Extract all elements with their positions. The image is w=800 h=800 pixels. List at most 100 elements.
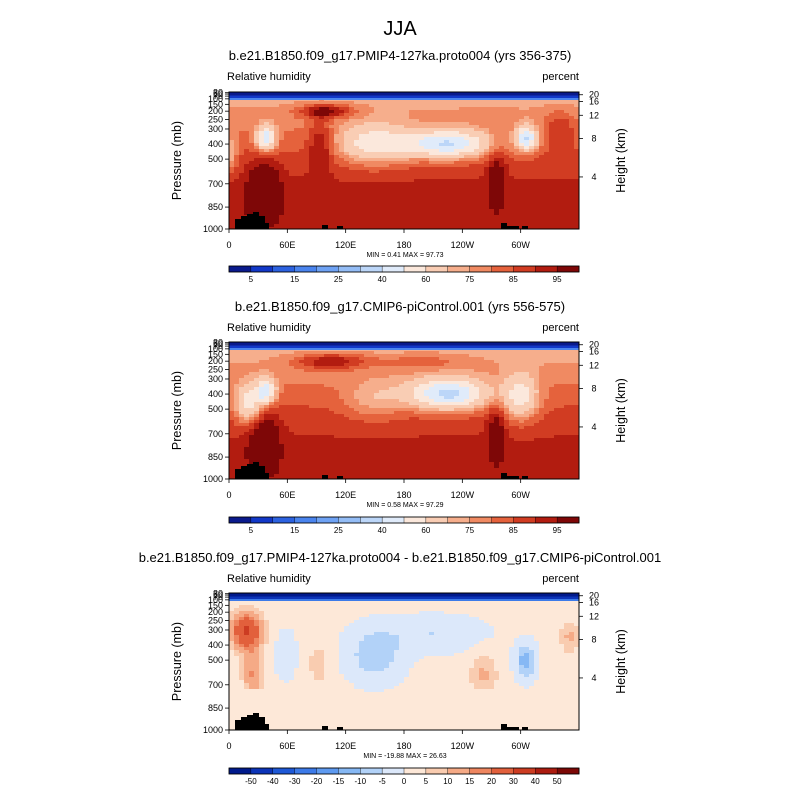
heatmap-cell <box>324 659 340 663</box>
heatmap-cell <box>254 405 260 409</box>
height-tick-label: 16 <box>589 97 599 107</box>
heatmap-cell <box>259 134 265 138</box>
heatmap-cell <box>369 378 415 382</box>
heatmap-cell <box>339 665 360 669</box>
heatmap-cell <box>314 119 330 123</box>
heatmap-cell <box>399 399 420 403</box>
heatmap-cell <box>564 647 575 651</box>
colorbar-swatch <box>294 265 317 273</box>
heatmap-cell <box>364 420 390 424</box>
heatmap-cell <box>239 605 255 609</box>
heatmap-cell <box>514 158 535 162</box>
height-tick-label: 4 <box>591 172 596 182</box>
colorbar-label: 15 <box>465 777 474 786</box>
heatmap-cell <box>524 426 579 430</box>
heatmap-cell <box>279 459 490 463</box>
heatmap-cell <box>454 149 475 153</box>
heatmap-cell <box>284 134 310 138</box>
heatmap-cell <box>364 149 440 153</box>
heatmap-cell <box>304 363 315 367</box>
heatmap-cell <box>539 149 550 153</box>
heatmap-cell <box>434 384 460 388</box>
heatmap-cell <box>254 429 280 433</box>
heatmap-cell <box>489 149 495 153</box>
heatmap-cell <box>544 137 550 141</box>
heatmap-cell <box>279 417 350 421</box>
heatmap-cell <box>249 137 255 141</box>
heatmap-cell <box>559 632 570 636</box>
heatmap-cell <box>324 140 330 144</box>
chart-panel-3: b.e21.B1850.f09_g17.PMIP4-127ka.proto004… <box>139 550 662 786</box>
heatmap-cell <box>414 378 480 382</box>
heatmap-cell <box>339 149 345 153</box>
colorbar-swatch <box>338 767 361 775</box>
heatmap-cell <box>274 393 280 397</box>
heatmap-cell <box>229 125 255 129</box>
units-label: percent <box>542 71 579 83</box>
heatmap-cell <box>304 354 325 358</box>
heatmap-cell <box>239 137 250 141</box>
heatmap-cell <box>534 387 540 391</box>
heatmap-cell <box>264 629 270 633</box>
heatmap-cell <box>499 462 579 466</box>
heatmap-cell <box>274 390 280 394</box>
heatmap-cell <box>244 456 285 460</box>
topography-bar <box>522 476 528 479</box>
heatmap-cell <box>549 146 575 150</box>
heatmap-cell <box>229 104 280 108</box>
heatmap-cell <box>499 420 505 424</box>
x-tick-label: 60W <box>511 490 530 500</box>
heatmap-cell <box>454 408 475 412</box>
heatmap-cell <box>294 113 305 117</box>
heatmap-cell <box>229 659 240 663</box>
heatmap-cell <box>229 408 235 412</box>
heatmap-cell <box>494 659 510 663</box>
heatmap-cell <box>514 677 540 681</box>
heatmap-cell <box>229 701 579 705</box>
heatmap-cell <box>254 378 275 382</box>
heatmap-cell <box>364 381 405 385</box>
heatmap-cell <box>234 614 245 618</box>
heatmap-cell <box>229 113 295 117</box>
heatmap-cell <box>489 152 495 156</box>
heatmap-cell <box>519 128 530 132</box>
height-tick-label: 12 <box>589 611 599 621</box>
heatmap-cell <box>494 668 510 672</box>
heatmap-cell <box>569 638 575 642</box>
heatmap-cell <box>279 381 365 385</box>
heatmap-cell <box>529 686 579 690</box>
heatmap-cell <box>469 390 480 394</box>
heatmap-cell <box>229 608 235 612</box>
y-tick-label: 700 <box>208 680 223 690</box>
heatmap-cell <box>549 411 579 415</box>
heatmap-cell <box>544 417 579 421</box>
heatmap-cell <box>529 656 535 660</box>
heatmap-cell <box>259 683 265 687</box>
heatmap-cell <box>239 623 255 627</box>
heatmap-cell <box>439 357 485 361</box>
heatmap-cell <box>279 396 340 400</box>
heatmap-cell <box>284 390 340 394</box>
heatmap-cell <box>524 143 530 147</box>
heatmap-cell <box>519 131 525 135</box>
heatmap-cell <box>359 110 375 114</box>
heatmap-cell <box>234 620 240 624</box>
heatmap-cell <box>489 671 500 675</box>
heatmap-cell <box>469 140 480 144</box>
heatmap-cell <box>459 152 480 156</box>
heatmap-cell <box>374 351 405 355</box>
heatmap-cell <box>474 405 485 409</box>
heatmap-cell <box>364 354 470 358</box>
heatmap-cell <box>409 674 470 678</box>
figure-title: JJA <box>383 18 417 40</box>
heatmap-cell <box>234 390 240 394</box>
heatmap-cell <box>494 140 510 144</box>
heatmap-cell <box>274 662 300 666</box>
heatmap-cell <box>554 408 579 412</box>
heatmap-cell <box>264 122 270 126</box>
heatmap-cell <box>539 146 550 150</box>
heatmap-cell <box>309 107 320 111</box>
heatmap-cell <box>229 363 290 367</box>
heatmap-cell <box>509 656 520 660</box>
colorbar-swatch <box>381 516 405 524</box>
